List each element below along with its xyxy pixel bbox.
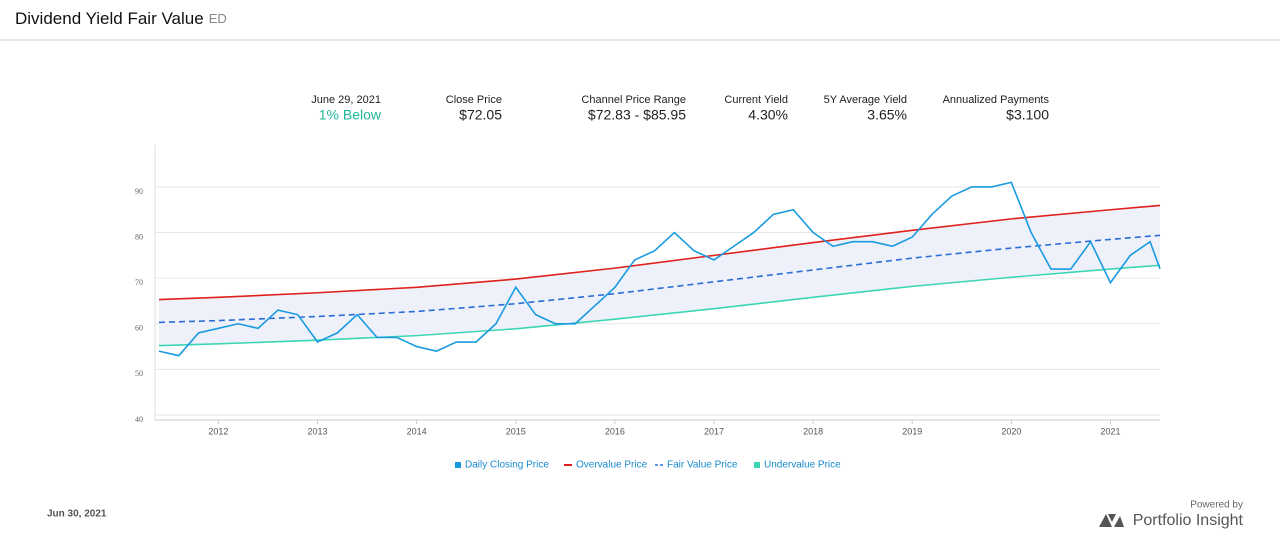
legend-label: Fair Value Price — [667, 460, 738, 471]
legend-label: Undervalue Price — [764, 460, 841, 471]
stat-value: 4.30% — [748, 107, 788, 123]
legend-label: Daily Closing Price — [465, 460, 549, 471]
channel-band — [158, 205, 1161, 346]
x-tick-label: 2015 — [506, 426, 526, 436]
stat-value: $3.100 — [1006, 107, 1049, 123]
legend-marker — [754, 462, 760, 468]
y-tick-label: 70 — [135, 278, 143, 287]
stat-value: 1% Below — [319, 107, 382, 123]
stat-label: 5Y Average Yield — [824, 94, 907, 106]
stat-label: Close Price — [446, 94, 502, 106]
y-tick-label: 50 — [135, 369, 143, 378]
x-tick-label: 2013 — [308, 426, 328, 436]
stat-value: $72.05 — [459, 107, 502, 123]
y-tick-label: 90 — [135, 187, 143, 196]
y-tick-label: 40 — [135, 415, 143, 424]
stat-value: $72.83 - $85.95 — [588, 107, 686, 123]
y-tick-label: 80 — [135, 232, 143, 241]
brand-name: Portfolio Insight — [1133, 512, 1244, 529]
legend-marker — [455, 462, 461, 468]
y-tick-label: 60 — [135, 324, 143, 333]
powered-by: Powered by — [1190, 500, 1243, 511]
title-text: Dividend Yield Fair Value — [15, 9, 204, 28]
brand-logo — [1099, 514, 1124, 527]
stat-label: Annualized Payments — [943, 94, 1050, 106]
stat-label: Current Yield — [724, 94, 788, 106]
stat-label: June 29, 2021 — [311, 94, 381, 106]
x-tick-label: 2020 — [1001, 426, 1021, 436]
x-tick-label: 2018 — [803, 426, 823, 436]
x-tick-label: 2019 — [902, 426, 922, 436]
series-line — [158, 264, 1161, 347]
series-line — [158, 234, 1161, 324]
ticker: ED — [209, 11, 227, 26]
series-line — [158, 181, 1161, 357]
page-title: Dividend Yield Fair Value ED — [15, 9, 227, 28]
x-tick-label: 2016 — [605, 426, 625, 436]
x-tick-label: 2012 — [208, 426, 228, 436]
footer-date: Jun 30, 2021 — [47, 509, 107, 520]
stat-label: Channel Price Range — [581, 94, 686, 106]
legend-label: Overvalue Price — [576, 460, 648, 471]
stat-value: 3.65% — [867, 107, 907, 123]
x-tick-label: 2017 — [704, 426, 724, 436]
x-tick-label: 2021 — [1100, 426, 1120, 436]
series-line — [158, 204, 1161, 301]
x-tick-label: 2014 — [407, 426, 427, 436]
